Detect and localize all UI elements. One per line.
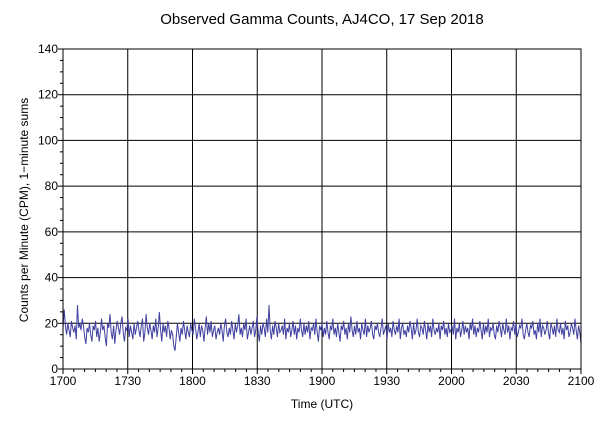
x-tick-labels: 1700 1730 1800 1830 1900 1930 2000 2030 2100 [50, 374, 595, 388]
x-tick-label: 1830 [244, 374, 271, 388]
plot-frame [62, 48, 582, 370]
grid [62, 48, 582, 370]
axes [58, 48, 582, 374]
series-line-gamma-counts [62, 304, 582, 351]
x-tick-label: 2100 [568, 374, 595, 388]
y-tick-labels: 0 20 40 60 80 100 120 140 [38, 42, 58, 376]
x-tick-label: 1800 [179, 374, 206, 388]
x-tick-label: 1700 [50, 374, 77, 388]
x-tick-label: 1730 [114, 374, 141, 388]
x-tick-label: 1930 [373, 374, 400, 388]
x-axis-label: Time (UTC) [291, 397, 353, 411]
y-tick-label: 0 [51, 362, 58, 376]
chart-title: Observed Gamma Counts, AJ4CO, 17 Sep 201… [160, 11, 484, 28]
y-tick-label: 140 [38, 42, 58, 56]
y-tick-label: 80 [45, 179, 59, 193]
y-tick-label: 60 [45, 225, 59, 239]
y-tick-label: 40 [45, 271, 59, 285]
x-tick-label: 2030 [503, 374, 530, 388]
y-tick-label: 100 [38, 133, 58, 147]
y-axis-label: Counts per Minute (CPM), 1−minute sums [17, 98, 31, 322]
series-layer [62, 304, 582, 351]
y-tick-label: 20 [45, 316, 59, 330]
x-tick-label: 1900 [309, 374, 336, 388]
x-tick-label: 2000 [438, 374, 465, 388]
y-tick-label: 120 [38, 88, 58, 102]
